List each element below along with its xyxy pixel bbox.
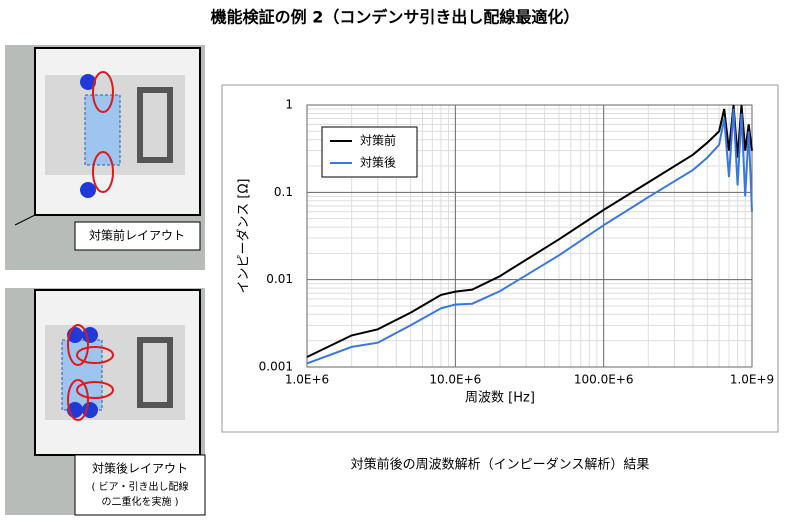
x-tick-label: 100.0E+6: [574, 373, 634, 387]
legend-label: 対策前: [360, 133, 396, 148]
layout-note: ( ビア・引き出し配線: [91, 480, 188, 493]
y-tick-label: 0.01: [266, 272, 293, 286]
x-tick-label: 1.0E+6: [285, 373, 329, 387]
x-axis-label: 周波数 [Hz]: [465, 391, 535, 406]
x-tick-label: 10.0E+6: [429, 373, 481, 387]
caption: 対策前後の周波数解析（インピーダンス解析）結果: [351, 457, 650, 473]
layout-before: 対策前レイアウト: [5, 45, 205, 270]
legend-label: 対策後: [360, 156, 396, 170]
layout-label: 対策後レイアウト: [92, 462, 188, 476]
legend-box: [321, 126, 418, 178]
x-tick-label: 1.0E+9: [730, 373, 774, 387]
y-axis-label: インピーダンス [Ω]: [237, 179, 252, 294]
y-tick-label: 0.1: [274, 185, 293, 199]
layout-label: 対策前レイアウト: [89, 228, 185, 243]
y-tick-label: 0.001: [259, 360, 293, 374]
series-line: [306, 108, 753, 365]
y-tick-label: 1: [285, 98, 293, 112]
layout-after: 対策後レイアウト ( ビア・引き出し配線 の二重化を実施 ): [5, 288, 206, 516]
layout-note: の二重化を実施 ): [101, 495, 178, 508]
slide-title: 機能検証の例 2（コンデンサ引き出し配線最適化）: [211, 8, 580, 27]
